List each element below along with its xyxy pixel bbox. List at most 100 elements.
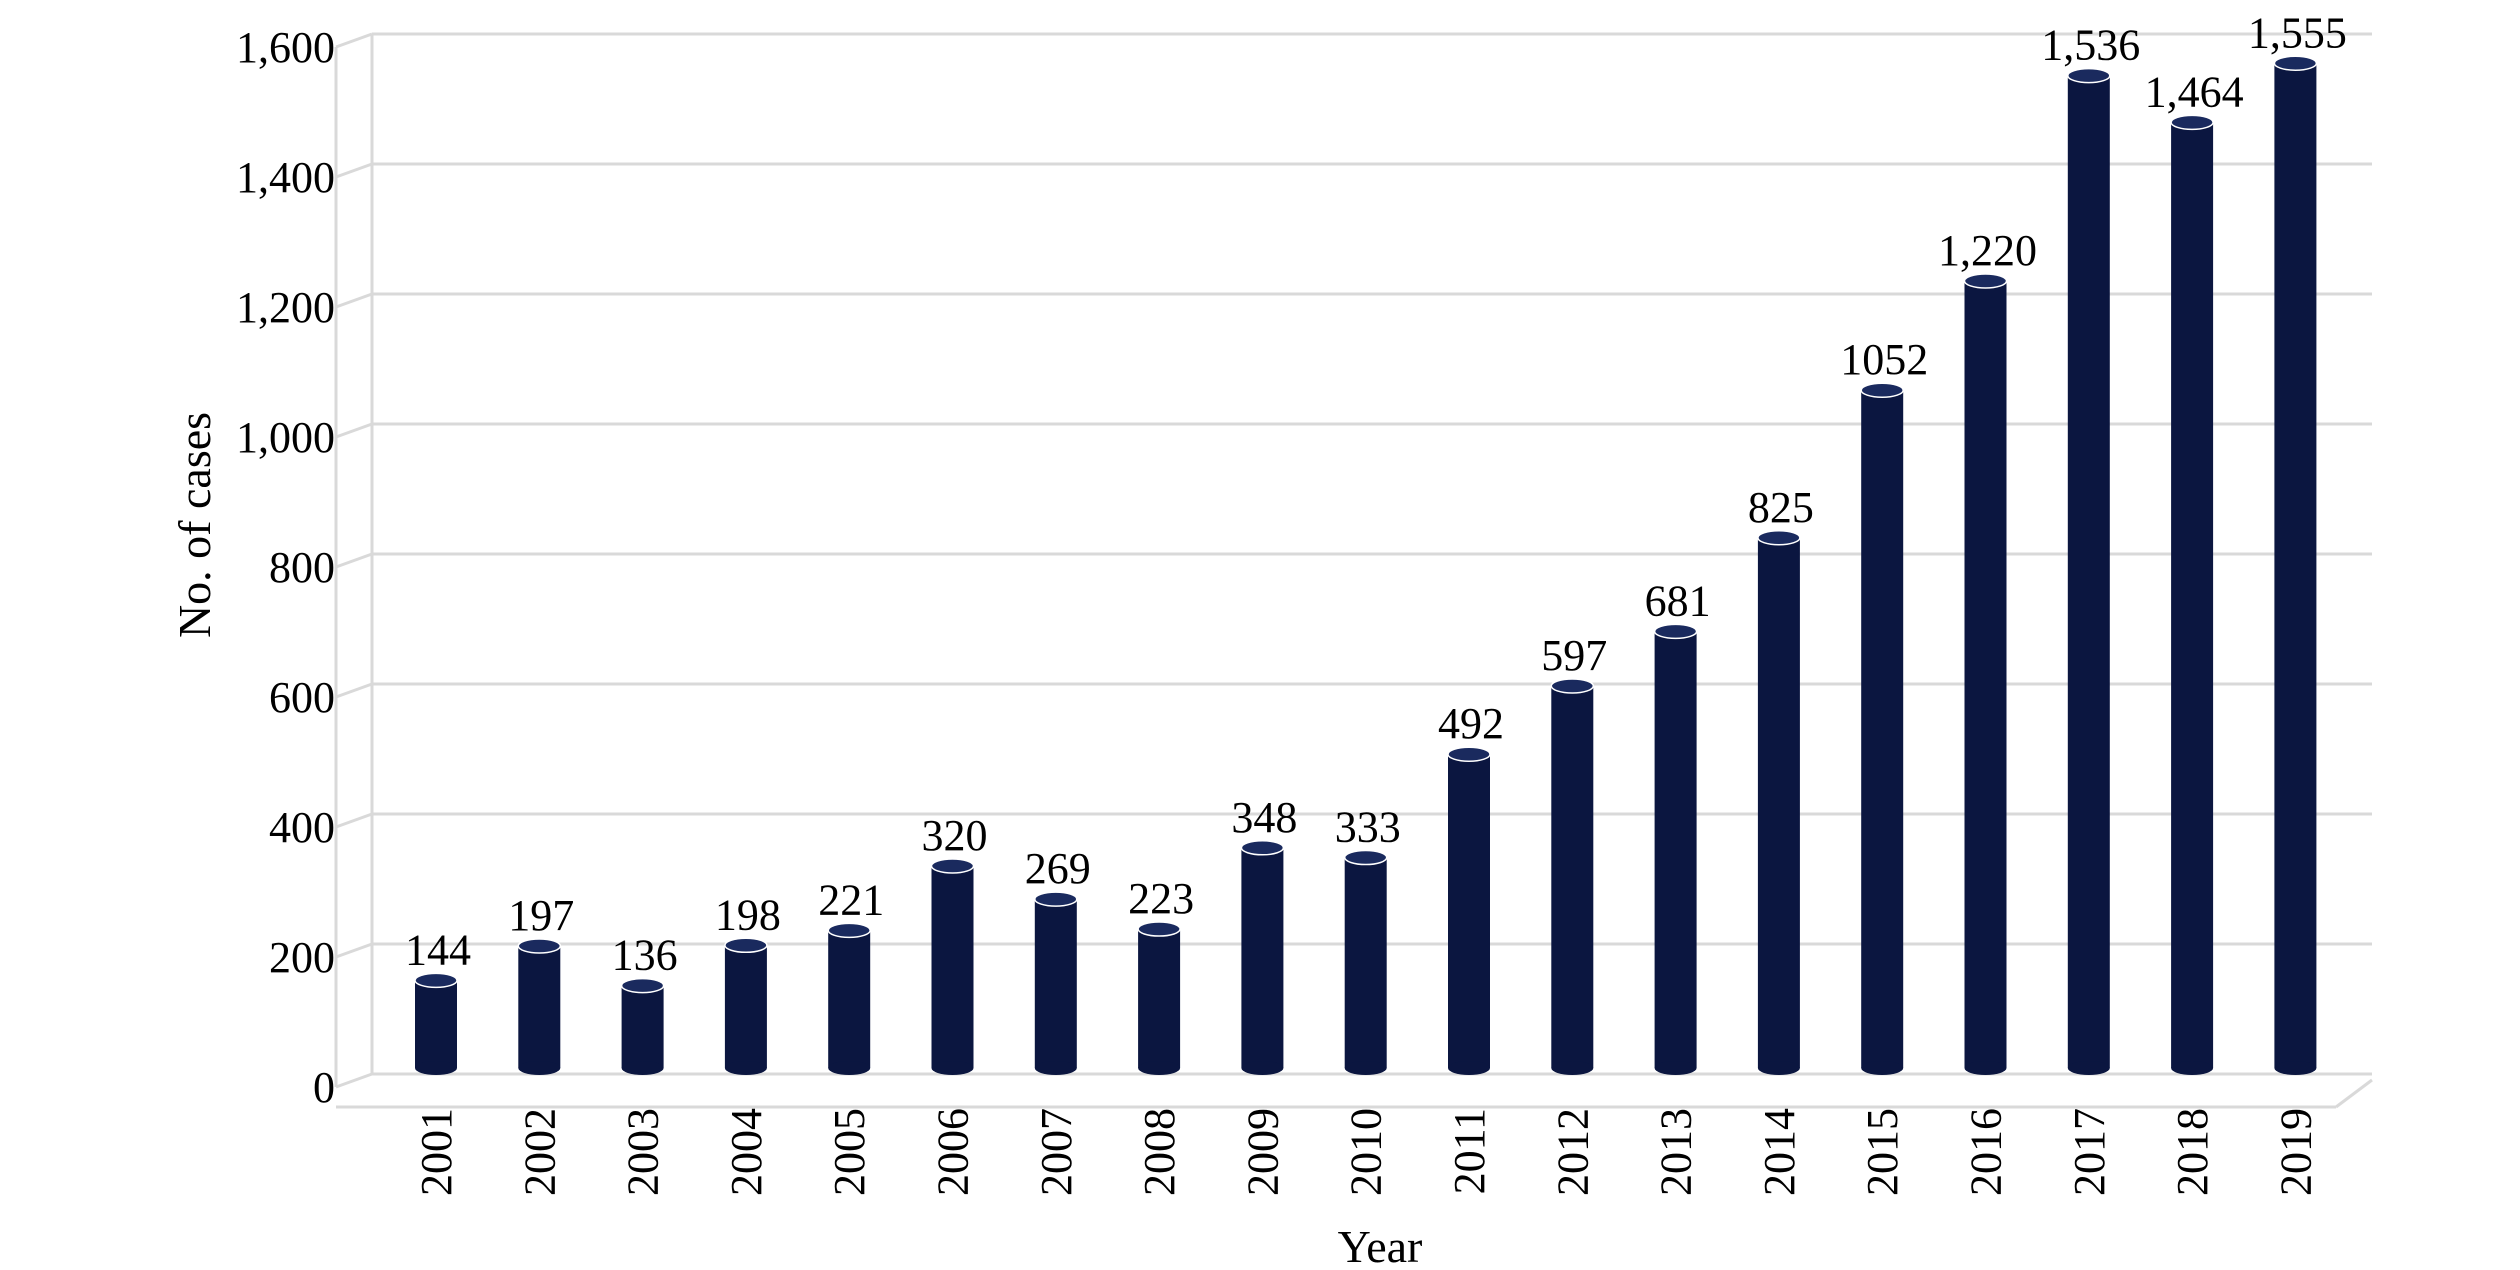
bar-body (2171, 122, 2214, 1068)
data-label: 348 (1231, 793, 1297, 842)
data-label: 1,464 (2145, 67, 2244, 116)
bar (1757, 530, 1801, 1075)
bar-top (2273, 55, 2318, 71)
bar-base (1138, 1061, 1181, 1075)
y-tick-label: 1,400 (236, 153, 335, 202)
bar (1034, 891, 1078, 1075)
bar (930, 858, 975, 1075)
x-tick-label: 2010 (1342, 1108, 1391, 1196)
bar (1137, 921, 1181, 1075)
bar-top (1343, 849, 1388, 866)
y-tick-label: 1,000 (236, 413, 335, 462)
data-label: 1,536 (2041, 21, 2140, 70)
gridline-depth (335, 1072, 373, 1089)
bar (517, 938, 562, 1075)
data-label: 198 (715, 890, 781, 939)
gridlines (334, 32, 2372, 1089)
bar-top (1653, 623, 1698, 640)
x-tick-label: 2005 (825, 1108, 874, 1196)
data-label: 492 (1438, 699, 1504, 748)
data-label: 1052 (1840, 335, 1928, 384)
data-label: 223 (1128, 874, 1194, 923)
floor-right-edge (2335, 1078, 2373, 1109)
y-axis-title: No. of cases (169, 412, 220, 638)
y-tick-label: 400 (269, 803, 335, 852)
x-tick-label: 2013 (1652, 1108, 1701, 1196)
x-tick-label: 2016 (1962, 1108, 2011, 1196)
data-label: 197 (508, 891, 574, 940)
y-tick-label: 600 (269, 673, 335, 722)
bar (827, 922, 871, 1075)
gridline-depth (335, 422, 373, 439)
bar-base (1241, 1061, 1284, 1075)
x-tick-label: 2006 (929, 1108, 978, 1196)
y-tick-label: 1,600 (236, 23, 335, 72)
data-label: 320 (922, 811, 988, 860)
data-label: 1,220 (1938, 226, 2037, 275)
bar-body (1551, 685, 1594, 1068)
data-label: 221 (818, 875, 884, 924)
bar (2067, 67, 2111, 1075)
bar-top (2067, 67, 2111, 84)
bar-base (1551, 1061, 1594, 1075)
bar-base (415, 1061, 457, 1075)
x-tick-label: 2011 (1445, 1108, 1494, 1194)
bar-top (1963, 273, 2008, 289)
x-tick-label: 2007 (1032, 1108, 1081, 1196)
x-tick-label: 2009 (1238, 1108, 1287, 1196)
bar-top (517, 938, 562, 954)
x-tick-label: 2003 (619, 1108, 668, 1196)
bar-body (415, 980, 457, 1068)
bar-top (1757, 530, 1801, 546)
bar-top (1137, 921, 1181, 937)
bar-top (620, 977, 665, 994)
data-label: 136 (612, 931, 678, 980)
bar-base (518, 1061, 561, 1075)
bar-body (1448, 754, 1490, 1068)
data-label: 825 (1748, 483, 1814, 532)
bar (414, 972, 458, 1075)
bar-base (621, 1061, 664, 1075)
bar-base (1344, 1061, 1387, 1075)
chart-floor (336, 1078, 2373, 1109)
bar-body (1034, 899, 1077, 1068)
x-tick-label: 2014 (1755, 1108, 1804, 1196)
bar-body (828, 930, 871, 1068)
data-label: 681 (1645, 576, 1711, 625)
x-tick-label: 2001 (412, 1108, 461, 1196)
x-tick-label: 2012 (1548, 1108, 1597, 1196)
x-tick-label: 2018 (2168, 1108, 2217, 1196)
bar-body (1757, 537, 1800, 1068)
bar-top (1860, 382, 1904, 398)
data-label: 597 (1541, 631, 1607, 680)
bar-base (2274, 1061, 2317, 1075)
bar-body (2067, 75, 2110, 1069)
bar-base (1861, 1061, 1904, 1075)
gridline-depth (335, 942, 373, 959)
x-tick-label: 2019 (2271, 1108, 2320, 1196)
bar-body (518, 945, 561, 1068)
y-tick-label: 200 (269, 933, 335, 982)
bar (1343, 849, 1388, 1075)
data-label: 1,555 (2248, 8, 2347, 57)
bars: 144 197 136 198 221 320 269 223 348 333 492 597 681 8… (405, 8, 2347, 1075)
x-tick-label: 2015 (1858, 1108, 1907, 1196)
bar-body (1654, 631, 1697, 1068)
bar-body (931, 866, 974, 1068)
x-tick-label: 2008 (1135, 1108, 1184, 1196)
bar-base (724, 1061, 767, 1075)
bar (1860, 382, 1904, 1075)
gridline-depth (335, 812, 373, 829)
bar-base (931, 1061, 974, 1075)
x-tick-label: 2002 (515, 1108, 564, 1196)
bar-body (621, 985, 664, 1068)
bar-body (1241, 847, 1284, 1068)
x-axis-title: Year (1338, 1221, 1423, 1270)
bar (724, 937, 768, 1075)
x-axis-ticks: 2001 2002 2003 2004 2005 2006 2007 2008 2009 2010… (412, 1108, 2320, 1196)
bar-base (1448, 1061, 1490, 1075)
gridline-depth (335, 292, 373, 309)
bar-top (930, 858, 975, 874)
bar-body (1861, 390, 1904, 1068)
